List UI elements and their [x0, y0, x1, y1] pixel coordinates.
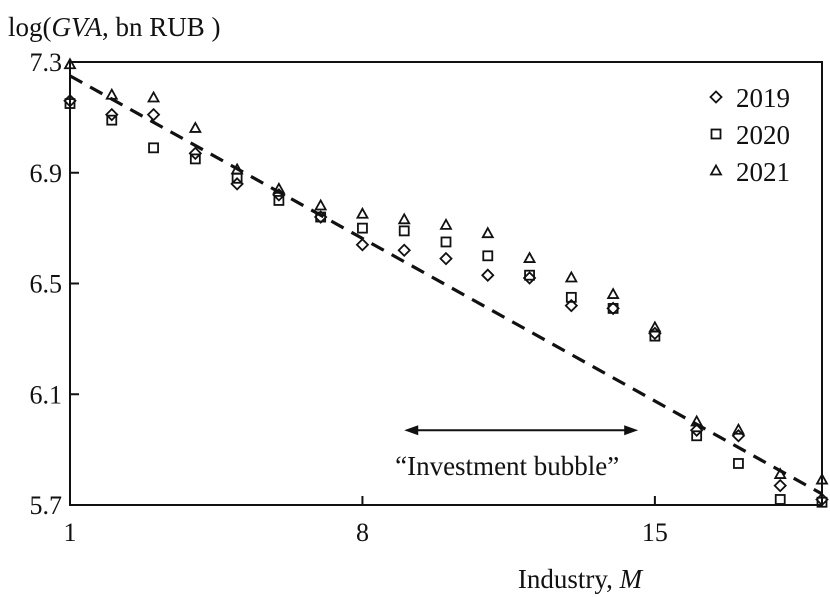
point-2020-4	[189, 153, 201, 165]
plot-frame	[69, 61, 823, 506]
annotation-arrow-right-head	[624, 425, 639, 436]
data-points	[63, 57, 829, 508]
point-2021-3	[147, 90, 161, 103]
x-axis-title: Industry, M	[518, 564, 644, 594]
x-tick-labels: 1 8 15	[64, 518, 668, 547]
y-tick-label-6-1: 6.1	[30, 380, 63, 409]
legend-marker-2019	[709, 90, 723, 104]
point-2020-3	[148, 142, 159, 154]
point-2020-16	[691, 430, 703, 442]
point-2020-1	[64, 98, 76, 109]
y-tick-label-7-3: 7.3	[30, 48, 63, 77]
point-2021-19	[815, 472, 829, 485]
point-2021-17	[731, 422, 745, 435]
point-2020-9	[398, 225, 410, 237]
y-axis-title-var: GVA	[52, 12, 103, 42]
point-2021-8	[355, 206, 369, 219]
point-2021-14	[606, 287, 620, 299]
y-tick-label-5-7: 5.7	[30, 491, 63, 520]
y-tick-labels: 5.7 6.1 6.5 6.9 7.3	[30, 48, 63, 520]
point-2020-19	[816, 496, 828, 508]
point-2020-12	[524, 269, 535, 281]
point-2020-8	[357, 222, 368, 234]
point-2021-9	[397, 212, 411, 225]
point-2021-5	[230, 162, 244, 175]
legend-label-2021: 2021	[736, 157, 790, 187]
point-2020-11	[482, 250, 494, 262]
point-2019-10	[439, 251, 453, 266]
legend: 2019 2020 2021	[709, 83, 790, 187]
point-2021-4	[188, 121, 202, 133]
y-axis-title-prefix: log(	[8, 12, 52, 42]
point-2020-6	[273, 195, 285, 206]
point-2020-13	[565, 291, 577, 303]
point-2019-8	[355, 237, 370, 252]
point-2020-18	[774, 494, 786, 505]
point-2020-2	[106, 114, 118, 126]
point-2021-10	[439, 218, 453, 230]
x-axis-title-var: M	[619, 564, 644, 594]
point-2021-16	[690, 414, 704, 427]
point-2020-17	[733, 458, 744, 469]
point-2021-2	[105, 87, 119, 100]
legend-label-2019: 2019	[736, 83, 790, 113]
legend-marker-2021	[709, 163, 723, 176]
point-2020-7	[315, 211, 327, 223]
y-axis-title: log(GVA, bn RUB )	[8, 12, 221, 42]
point-2021-15	[648, 320, 662, 333]
annotation-arrow-left-head	[404, 425, 419, 436]
y-tick-label-6-9: 6.9	[30, 159, 63, 188]
y-axis-title-suffix: , bn RUB )	[102, 12, 221, 42]
point-2019-9	[397, 243, 411, 258]
point-2021-7	[314, 198, 328, 211]
point-2019-3	[146, 107, 161, 122]
point-2019-4	[188, 146, 203, 161]
point-2021-11	[481, 226, 495, 239]
x-tick-label-8: 8	[356, 518, 369, 547]
x-tick-label-15: 15	[642, 518, 668, 547]
y-tick-label-6-5: 6.5	[30, 270, 63, 299]
point-2019-16	[689, 423, 704, 438]
axis-ticks	[69, 61, 656, 506]
point-2021-13	[564, 270, 578, 283]
legend-marker-2020	[710, 128, 722, 140]
investment-bubble-annotation: “Investment bubble”	[395, 425, 639, 481]
point-2021-12	[523, 251, 537, 263]
annotation-label: “Investment bubble”	[395, 451, 619, 481]
point-2021-1	[63, 57, 77, 70]
point-2021-6	[272, 182, 286, 194]
point-2019-18	[773, 478, 787, 493]
point-2020-10	[440, 236, 452, 248]
x-axis-title-text: Industry,	[518, 564, 620, 594]
legend-label-2020: 2020	[736, 120, 790, 150]
x-tick-label-1: 1	[64, 518, 77, 547]
point-2020-14	[607, 303, 619, 314]
point-2021-18	[773, 467, 787, 479]
point-2019-13	[564, 298, 579, 313]
point-2019-2	[105, 107, 119, 122]
point-2019-11	[481, 268, 495, 282]
